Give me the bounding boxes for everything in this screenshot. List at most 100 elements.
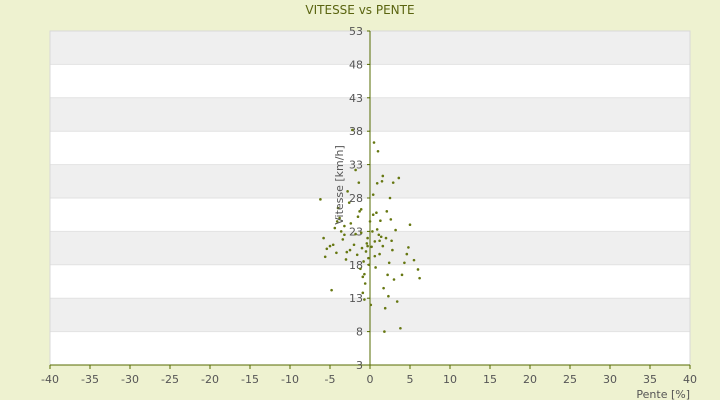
y-tick-label: 23	[349, 225, 363, 238]
data-point	[359, 267, 362, 271]
data-point	[348, 248, 352, 252]
data-point	[389, 218, 393, 221]
x-tick-label: -5	[325, 373, 336, 386]
x-tick-label: 0	[367, 373, 374, 386]
data-point	[363, 282, 367, 285]
data-point	[372, 141, 376, 144]
x-tick-label: 35	[643, 373, 657, 386]
data-point	[400, 273, 404, 277]
data-point	[339, 230, 343, 233]
data-point	[335, 251, 338, 255]
data-point	[385, 210, 389, 213]
data-point	[397, 176, 401, 180]
data-point	[375, 228, 379, 231]
data-point	[371, 230, 374, 233]
x-tick-label: 10	[443, 373, 457, 386]
x-tick-label: 30	[603, 373, 617, 386]
data-point	[351, 128, 354, 132]
y-tick-label: 13	[349, 292, 363, 305]
data-point	[341, 238, 345, 241]
data-point	[343, 224, 346, 228]
data-point	[395, 300, 399, 303]
y-tick-label: 8	[356, 326, 363, 339]
data-point	[388, 196, 392, 200]
x-tick-label: -20	[201, 373, 219, 386]
data-point	[343, 233, 346, 237]
scatter-points	[319, 128, 421, 333]
data-point	[384, 236, 388, 240]
data-point	[323, 255, 327, 259]
data-point	[357, 181, 361, 184]
y-tick-label: 33	[349, 159, 363, 172]
x-tick-label: 5	[407, 373, 414, 386]
data-point	[331, 243, 335, 247]
data-point	[319, 198, 322, 201]
x-tick-label: 40	[683, 373, 697, 386]
data-point	[387, 261, 391, 265]
data-point	[383, 330, 386, 333]
x-tick-label: -10	[281, 373, 299, 386]
data-point	[386, 273, 389, 277]
data-point	[367, 263, 371, 267]
data-point	[322, 236, 325, 240]
data-point	[381, 244, 385, 248]
y-tick-label: 53	[349, 25, 363, 38]
data-point	[346, 190, 349, 193]
data-point	[380, 180, 384, 183]
data-point	[379, 219, 382, 223]
data-point	[366, 236, 369, 240]
data-point	[356, 215, 360, 219]
data-point	[325, 247, 329, 251]
data-point	[335, 220, 339, 223]
data-point	[412, 258, 416, 262]
x-tick-label: -35	[81, 373, 99, 386]
data-point	[363, 298, 366, 301]
data-point	[391, 248, 394, 252]
data-point	[359, 208, 363, 211]
data-point	[367, 256, 370, 260]
data-point	[359, 231, 363, 235]
x-tick-label: -40	[41, 373, 59, 386]
data-point	[392, 278, 396, 281]
data-point	[403, 261, 406, 265]
data-point	[373, 240, 377, 243]
data-point	[362, 260, 365, 263]
data-point	[360, 246, 364, 250]
data-point	[399, 326, 402, 330]
data-point	[374, 266, 377, 269]
data-point	[354, 232, 357, 236]
data-point	[368, 220, 372, 223]
data-point	[344, 258, 348, 261]
data-point	[364, 250, 368, 253]
data-point	[378, 239, 381, 243]
data-point	[416, 268, 420, 271]
data-point	[369, 303, 373, 307]
y-tick-label: 38	[349, 125, 363, 138]
data-point	[407, 246, 410, 249]
data-point	[358, 210, 361, 213]
y-tick-label: 48	[349, 58, 363, 71]
x-tick-label: -15	[241, 373, 259, 386]
data-point	[354, 168, 357, 172]
data-point	[394, 228, 397, 232]
data-point	[330, 288, 333, 292]
y-tick-label: 3	[356, 359, 363, 372]
data-point	[381, 174, 385, 178]
data-point	[408, 223, 412, 227]
data-point	[405, 252, 409, 256]
data-point	[328, 244, 332, 248]
y-tick-label: 28	[349, 192, 363, 205]
data-point	[365, 242, 369, 245]
data-point	[387, 294, 390, 298]
data-point	[382, 286, 385, 290]
data-point	[366, 244, 369, 248]
data-point	[375, 211, 378, 214]
x-tick-label: 20	[523, 373, 537, 386]
data-point	[352, 243, 356, 247]
data-point	[377, 233, 381, 237]
data-point	[378, 252, 381, 256]
data-point	[370, 245, 373, 249]
y-axis-title: Vitesse [km/h]	[333, 145, 346, 225]
